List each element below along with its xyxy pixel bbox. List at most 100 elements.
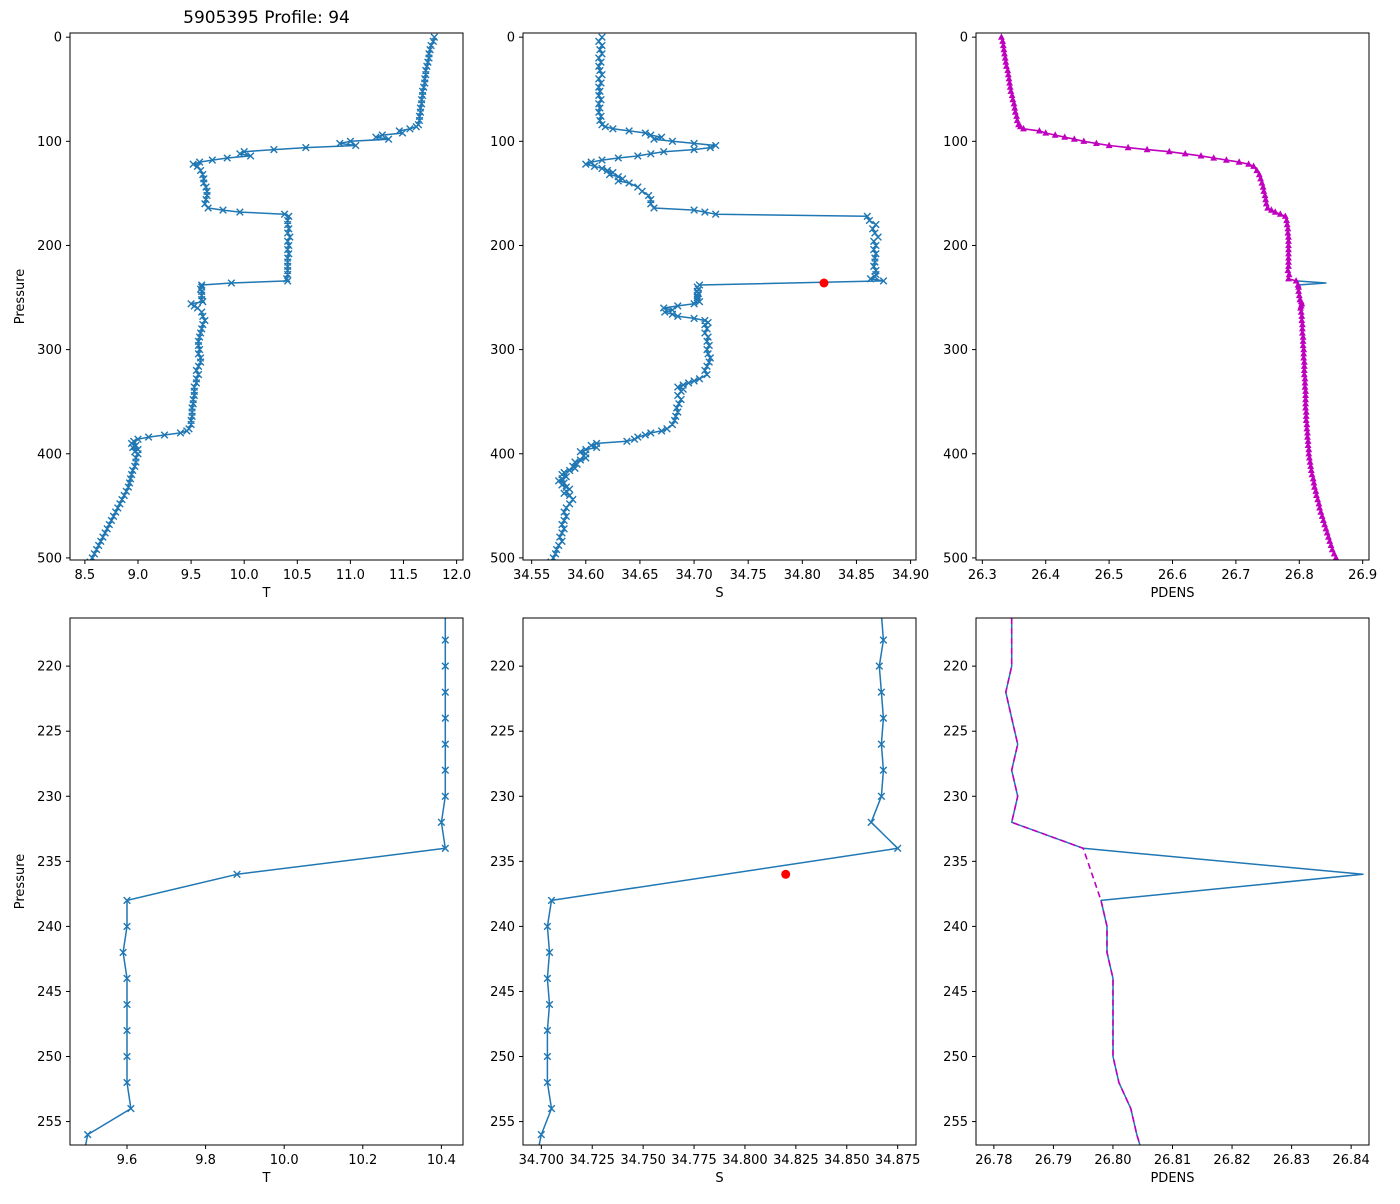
x-tick-label: 26.4 xyxy=(1031,568,1060,583)
y-tick-label: 0 xyxy=(960,31,968,46)
x-markers-temperature-zoom xyxy=(83,636,450,1139)
x-tick-label: 26.9 xyxy=(1348,568,1377,583)
y-tick-label: 300 xyxy=(943,343,968,358)
x-tick-label: 34.85 xyxy=(838,568,875,583)
x-axis-label-pdens-zoom: PDENS xyxy=(1150,1171,1194,1186)
y-tick-label: 100 xyxy=(37,135,62,150)
axes-frame xyxy=(522,32,917,561)
y-tick-label: 300 xyxy=(490,343,515,358)
subplot-pdens-full: 26.3 26.4 26.5 26.6 26.7 26.8 26.9 0 100 200 300 40… xyxy=(943,31,1377,601)
y-tick-label: 100 xyxy=(943,135,968,150)
x-tick-label: 34.800 xyxy=(722,1153,768,1168)
x-tick-label: 26.79 xyxy=(1035,1153,1072,1168)
x-tick-label: 34.75 xyxy=(730,568,767,583)
x-tick-label: 26.82 xyxy=(1213,1153,1250,1168)
series-line-salinity-zoom xyxy=(538,618,899,1145)
y-tick-label: 245 xyxy=(490,985,515,1000)
x-tick-label: 10.5 xyxy=(283,568,312,583)
x-tick-label: 34.875 xyxy=(875,1153,921,1168)
x-tick-label: 34.80 xyxy=(784,568,821,583)
y-tick-label: 250 xyxy=(943,1050,968,1065)
x-markers-salinity-profile xyxy=(547,33,888,560)
y-tick-label: 225 xyxy=(490,725,515,740)
x-tick-label: 26.5 xyxy=(1095,568,1124,583)
series-line-temperature-zoom xyxy=(84,618,447,1145)
y-tick-label: 235 xyxy=(490,855,515,870)
y-axis-label-t-zoom: Pressure xyxy=(13,854,28,910)
y-tick-label: 200 xyxy=(37,239,62,254)
y-tick-label: 230 xyxy=(490,790,515,805)
x-tick-label: 34.750 xyxy=(620,1153,666,1168)
x-tick-label: 9.6 xyxy=(117,1153,138,1168)
y-tick-label: 250 xyxy=(37,1050,62,1065)
x-tick-label: 34.65 xyxy=(621,568,658,583)
x-axis-label-t-zoom: T xyxy=(262,1171,271,1186)
x-tick-label: 34.60 xyxy=(567,568,604,583)
y-tick-label: 240 xyxy=(490,920,515,935)
series-line-pdens-raw-spike xyxy=(1296,280,1327,286)
axes-frame xyxy=(69,617,464,1146)
dot-marker-flagged-point xyxy=(781,869,791,879)
x-tick-label: 9.0 xyxy=(128,568,149,583)
y-axis-label-t-full: Pressure xyxy=(13,269,28,325)
x-tick-label: 11.0 xyxy=(336,568,365,583)
x-tick-label: 10.0 xyxy=(270,1153,299,1168)
axes-frame xyxy=(69,32,464,561)
y-tick-label: 245 xyxy=(37,985,62,1000)
y-tick-label: 300 xyxy=(37,343,62,358)
x-tick-label: 9.8 xyxy=(195,1153,216,1168)
subplot-s-zoom: 34.700 34.725 34.750 34.775 34.800 34.825 34.8… xyxy=(490,617,921,1186)
x-tick-label: 26.3 xyxy=(968,568,997,583)
y-tick-label: 235 xyxy=(943,855,968,870)
y-tick-label: 230 xyxy=(37,790,62,805)
y-tick-label: 240 xyxy=(37,920,62,935)
x-tick-label: 10.2 xyxy=(348,1153,377,1168)
x-tick-label: 34.700 xyxy=(519,1153,565,1168)
series-line-pdens-raw-zoom xyxy=(1005,618,1364,1145)
subplot-t-zoom: 9.6 9.8 10.0 10.2 10.4 220 225 230 235 240 245 250 2… xyxy=(13,617,464,1186)
axes-frame xyxy=(522,617,917,1146)
y-tick-label: 235 xyxy=(37,855,62,870)
series-line-pdens-corrected-zoom xyxy=(1005,618,1141,1145)
x-markers-salinity-zoom xyxy=(537,636,902,1139)
y-tick-label: 200 xyxy=(490,239,515,254)
x-tick-label: 34.850 xyxy=(824,1153,870,1168)
axes-frame xyxy=(975,617,1370,1146)
x-tick-label: 26.78 xyxy=(975,1153,1012,1168)
y-tick-label: 500 xyxy=(490,551,515,566)
figure-title: 5905395 Profile: 94 xyxy=(183,8,350,28)
subplot-t-full: 8.5 9.0 9.5 10.0 10.5 11.0 11.5 12.0 0 100 200 300 4… xyxy=(13,31,471,601)
x-tick-label: 34.725 xyxy=(569,1153,615,1168)
subplot-pdens-zoom: 26.78 26.79 26.80 26.81 26.82 26.83 26.84 220 22… xyxy=(943,617,1370,1186)
x-markers-temperature-profile xyxy=(86,33,439,560)
x-axis-label-t-full: T xyxy=(262,586,271,601)
x-axis-label-s-full: S xyxy=(715,586,723,601)
y-tick-label: 230 xyxy=(943,790,968,805)
y-tick-label: 220 xyxy=(490,660,515,675)
y-tick-label: 255 xyxy=(490,1115,515,1130)
y-tick-label: 400 xyxy=(37,447,62,462)
y-tick-label: 240 xyxy=(943,920,968,935)
x-tick-label: 26.83 xyxy=(1273,1153,1310,1168)
x-tick-label: 26.80 xyxy=(1094,1153,1131,1168)
x-tick-label: 10.4 xyxy=(427,1153,456,1168)
x-tick-label: 34.825 xyxy=(773,1153,819,1168)
x-tick-label: 10.0 xyxy=(230,568,259,583)
series-line-pdens-profile xyxy=(1000,36,1338,560)
y-tick-label: 0 xyxy=(507,31,515,46)
y-tick-label: 250 xyxy=(490,1050,515,1065)
y-tick-label: 220 xyxy=(37,660,62,675)
y-tick-label: 400 xyxy=(490,447,515,462)
dot-marker-flagged-point xyxy=(819,278,829,288)
x-tick-label: 8.5 xyxy=(75,568,96,583)
x-axis-label-pdens-full: PDENS xyxy=(1150,586,1194,601)
y-tick-label: 500 xyxy=(943,551,968,566)
y-tick-label: 220 xyxy=(943,660,968,675)
y-tick-label: 245 xyxy=(943,985,968,1000)
y-tick-label: 200 xyxy=(943,239,968,254)
y-tick-label: 225 xyxy=(37,725,62,740)
y-tick-label: 0 xyxy=(54,31,62,46)
x-axis-label-s-zoom: S xyxy=(715,1171,723,1186)
y-tick-label: 100 xyxy=(490,135,515,150)
